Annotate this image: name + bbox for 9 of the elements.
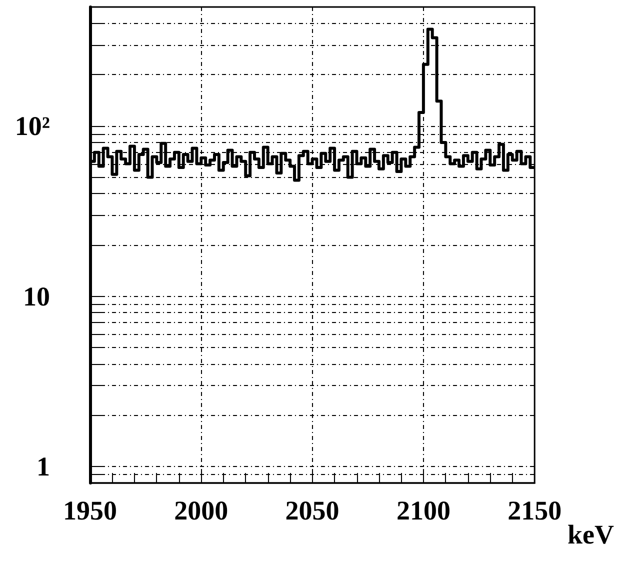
x-tick-label: 1950 bbox=[63, 496, 117, 526]
x-tick-label: 2150 bbox=[508, 496, 562, 526]
x-axis-title: keV bbox=[568, 520, 614, 550]
x-tick-label: 2100 bbox=[396, 496, 450, 526]
y-tick-label: 1 bbox=[36, 452, 50, 482]
x-tick-label: 2000 bbox=[174, 496, 228, 526]
x-tick-label: 2050 bbox=[285, 496, 340, 526]
y-tick-label: 10 bbox=[23, 281, 50, 312]
y-tick-label: 10² bbox=[14, 111, 50, 141]
